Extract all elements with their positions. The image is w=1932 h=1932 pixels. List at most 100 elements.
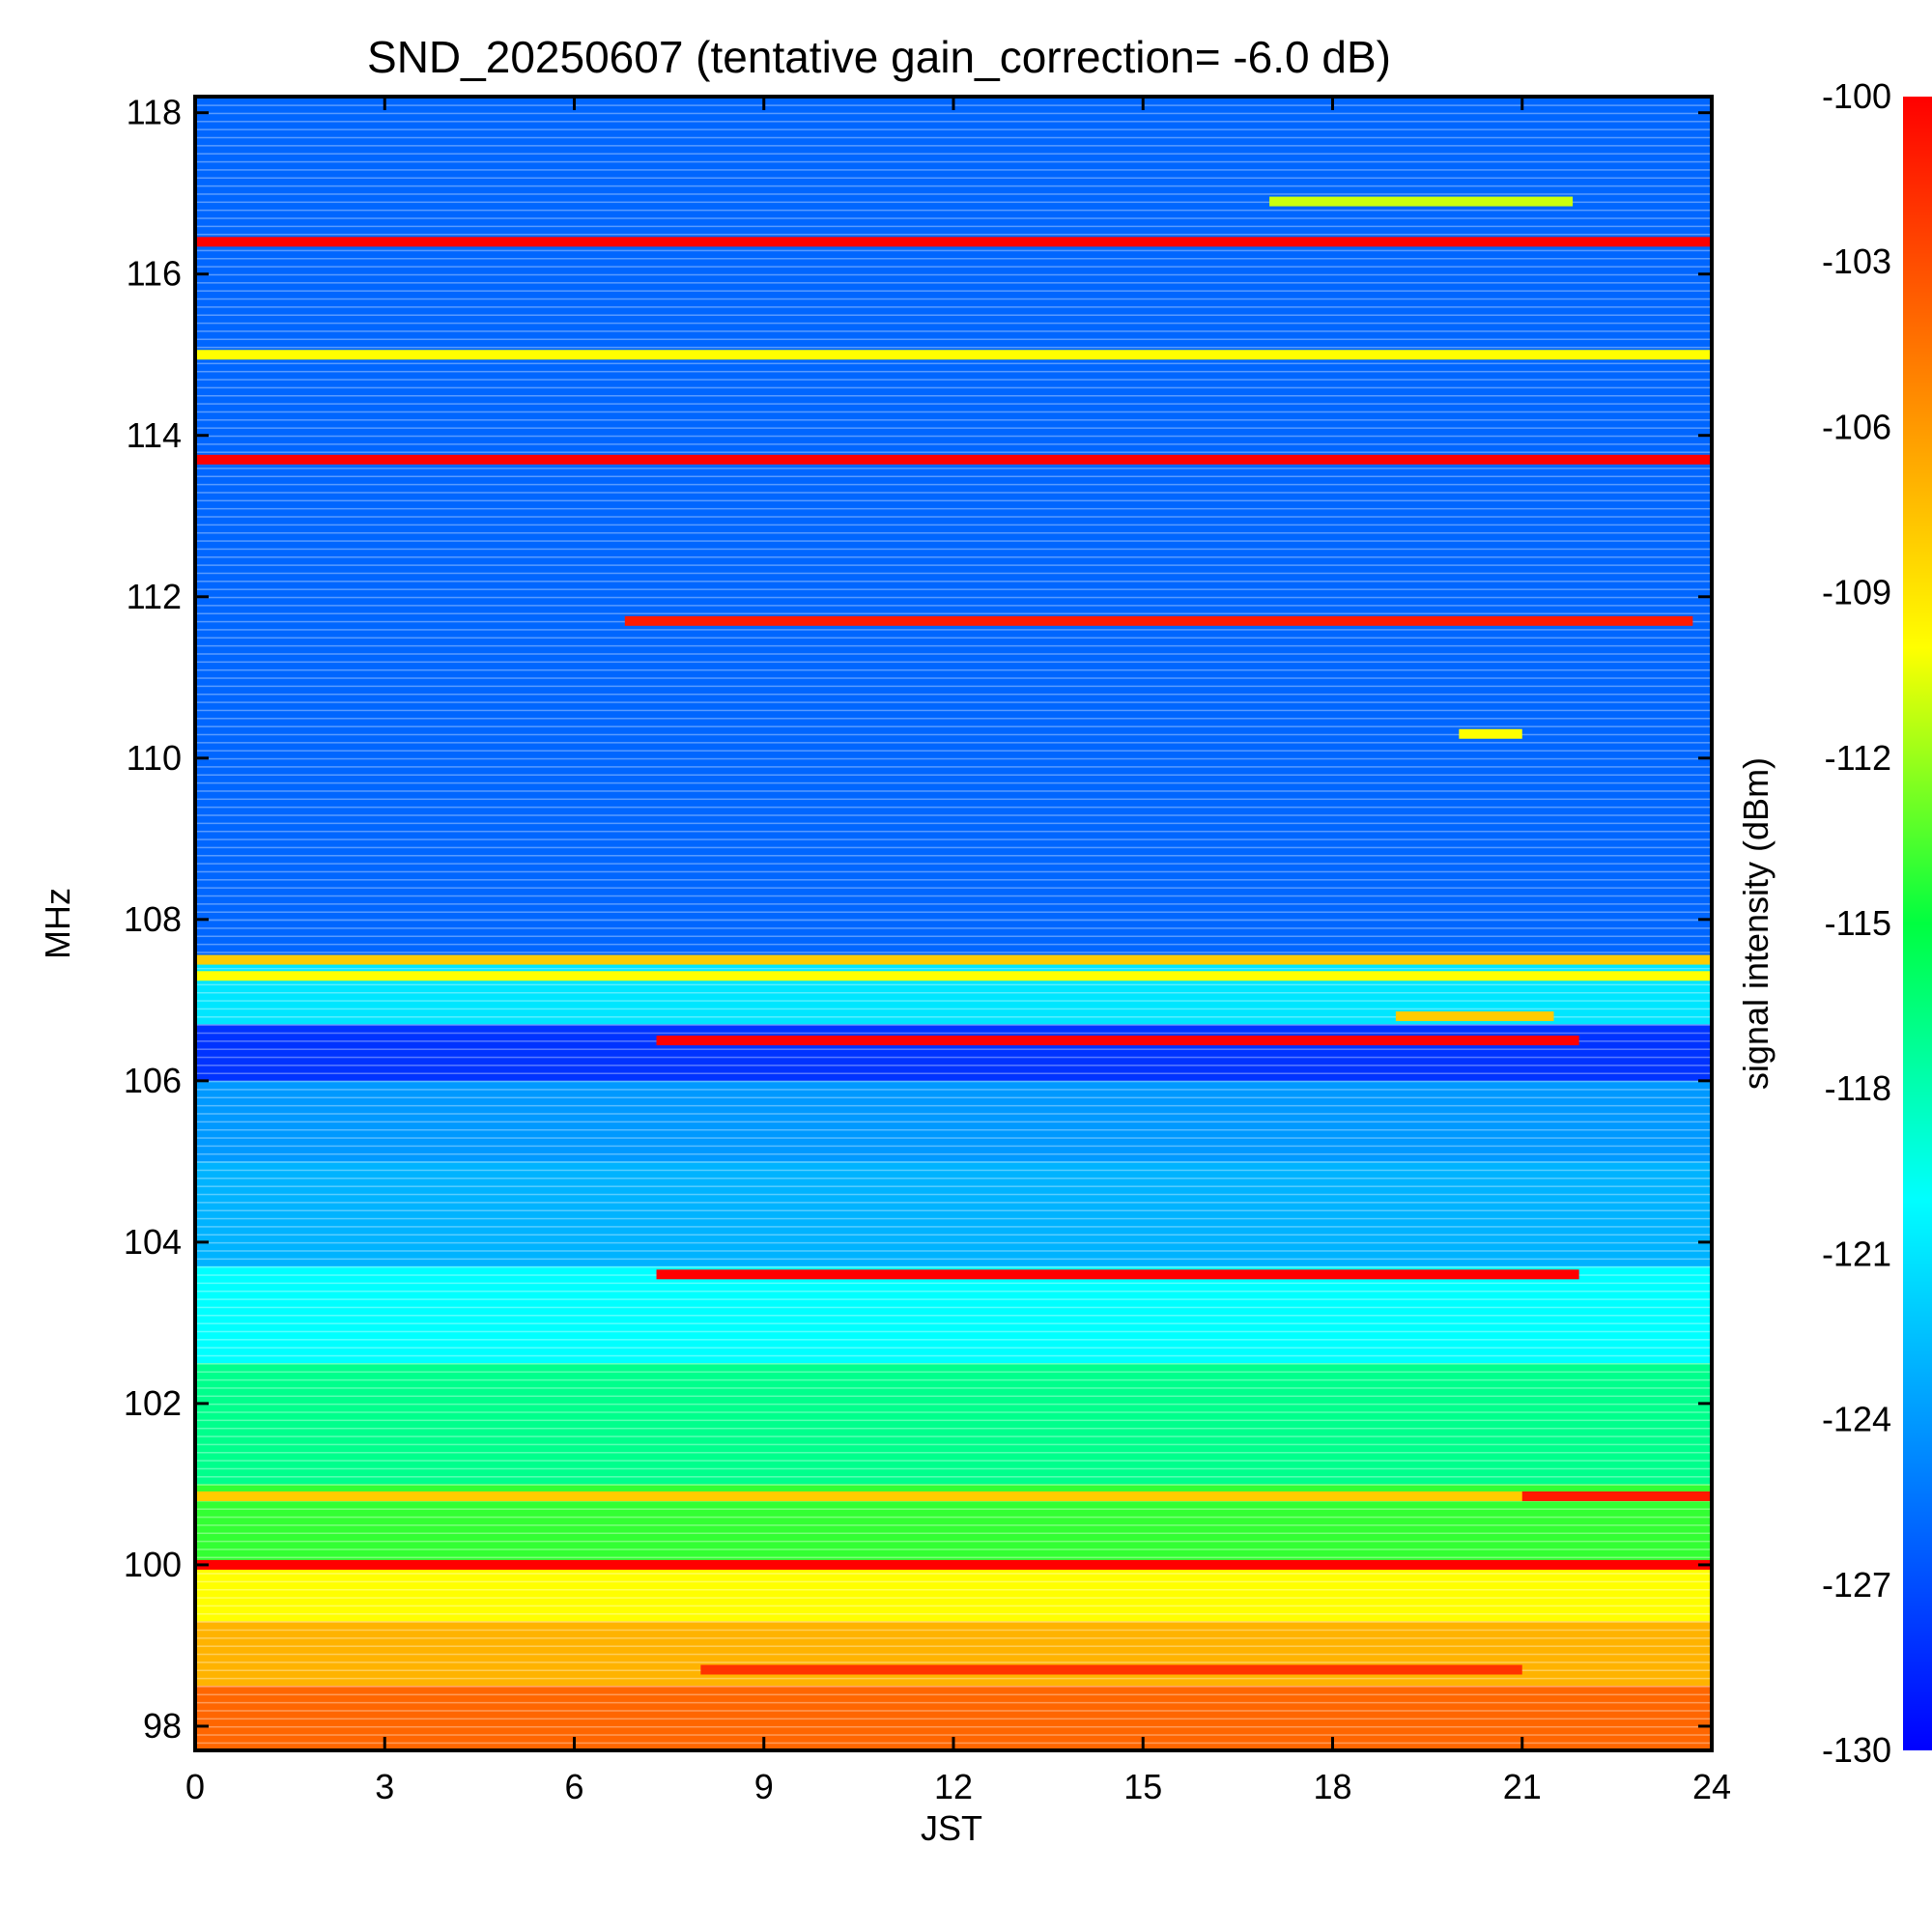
heatmap-row-line	[195, 483, 1712, 486]
heatmap-row-line	[195, 612, 1712, 614]
heatmap-row-line	[195, 1209, 1712, 1211]
heatmap-row-line	[195, 1734, 1712, 1736]
heatmap-row-line	[195, 1484, 1712, 1486]
heatmap-row-line	[195, 112, 1712, 115]
x-tick-label: 15	[1123, 1767, 1162, 1806]
heatmap-row-line	[195, 838, 1712, 840]
heatmap-row-line	[195, 709, 1712, 712]
heatmap-band	[195, 1024, 1712, 1081]
heatmap-area	[195, 97, 1712, 1750]
heatmap-row-line	[195, 814, 1712, 816]
heatmap-row-line	[195, 1718, 1712, 1720]
signal-band	[656, 1269, 1579, 1280]
heatmap-row-line	[195, 1378, 1712, 1381]
heatmap-row-line	[195, 322, 1712, 325]
heatmap-row-line	[195, 1573, 1712, 1575]
heatmap-row-line	[195, 685, 1712, 688]
x-axis: 0 3 6 9 12 15 18 21 24	[185, 97, 1731, 1806]
signal-band	[1521, 1491, 1712, 1501]
heatmap-row-line	[195, 362, 1712, 365]
y-tick-label: 98	[143, 1706, 182, 1746]
heatmap-row-line	[195, 282, 1712, 284]
heatmap-row-line	[195, 1354, 1712, 1357]
heatmap-row-line	[195, 790, 1712, 792]
heatmap-row-line	[195, 1476, 1712, 1478]
heatmap-row-line	[195, 128, 1712, 130]
y-tick-label: 100	[124, 1545, 182, 1584]
y-tick-label: 118	[127, 93, 182, 132]
heatmap-row-line	[195, 927, 1712, 929]
heatmap-row-line	[195, 1234, 1712, 1236]
signal-band	[195, 350, 1712, 360]
heatmap-row-line	[195, 935, 1712, 938]
heatmap-row-line	[195, 507, 1712, 510]
signal-band	[700, 1664, 1522, 1675]
heatmap-row-line	[195, 887, 1712, 889]
heatmap-row-line	[195, 1452, 1712, 1454]
heatmap-band	[195, 97, 1712, 920]
heatmap-row-line	[195, 863, 1712, 865]
heatmap-row-line	[195, 306, 1712, 308]
heatmap-row-line	[195, 1524, 1712, 1526]
heatmap-row-line	[195, 903, 1712, 905]
heatmap-row-line	[195, 895, 1712, 897]
x-tick-label: 9	[754, 1767, 774, 1806]
heatmap-row-line	[195, 1072, 1712, 1074]
heatmap-row-line	[195, 742, 1712, 744]
heatmap-row-line	[195, 475, 1712, 478]
heatmap-row-line	[195, 581, 1712, 582]
colorbar-tick-label: -127	[1822, 1565, 1891, 1605]
heatmap-row-line	[195, 588, 1712, 590]
heatmap-row-line	[195, 564, 1712, 566]
heatmap-row-line	[195, 1419, 1712, 1422]
x-tick-label: 21	[1503, 1767, 1542, 1806]
heatmap-row-line	[195, 1725, 1712, 1728]
heatmap-row-line	[195, 1089, 1712, 1091]
heatmap-row-line	[195, 1298, 1712, 1300]
heatmap-row-line	[195, 499, 1712, 502]
heatmap-row-line	[195, 846, 1712, 849]
heatmap-row-line	[195, 258, 1712, 260]
heatmap-row-line	[195, 661, 1712, 664]
x-tick-label: 12	[934, 1767, 973, 1806]
heatmap-row-line	[195, 952, 1712, 953]
heatmap-row-line	[195, 1710, 1712, 1712]
heatmap-row-line	[195, 1645, 1712, 1647]
heatmap-row-line	[195, 330, 1712, 332]
heatmap-row-line	[195, 1048, 1712, 1050]
heatmap-row-line	[195, 855, 1712, 857]
heatmap-row-line	[195, 806, 1712, 809]
heatmap-row-line	[195, 386, 1712, 389]
heatmap-row-line	[195, 1226, 1712, 1228]
x-axis-label: JST	[921, 1808, 982, 1848]
chart-title: SND_20250607 (tentative gain_correction=…	[367, 32, 1391, 82]
heatmap-row-line	[195, 830, 1712, 833]
heatmap-row-line	[195, 1540, 1712, 1543]
heatmap-row-line	[195, 1024, 1712, 1026]
heatmap-row-line	[195, 781, 1712, 784]
signal-band	[195, 237, 1712, 247]
heatmap-row-line	[195, 766, 1712, 768]
heatmap-row-line	[195, 1322, 1712, 1324]
heatmap-row-line	[195, 177, 1712, 180]
heatmap-row-line	[195, 1403, 1712, 1406]
heatmap-row-line	[195, 1080, 1712, 1083]
signal-band	[195, 1491, 1712, 1501]
heatmap-row-line	[195, 1427, 1712, 1430]
heatmap-row-line	[195, 983, 1712, 986]
heatmap-row-line	[195, 1411, 1712, 1413]
heatmap-row-line	[195, 879, 1712, 881]
heatmap-row-line	[195, 1363, 1712, 1365]
heatmap-row-line	[195, 1137, 1712, 1139]
heatmap-row-line	[195, 249, 1712, 252]
heatmap-row-line	[195, 201, 1712, 204]
colorbar-tick-label: -115	[1825, 903, 1891, 943]
heatmap-row-line	[195, 1467, 1712, 1470]
heatmap-row-line	[195, 370, 1712, 373]
heatmap-row-line	[195, 1548, 1712, 1550]
signal-band	[624, 615, 1693, 626]
heatmap-row-line	[195, 1202, 1712, 1204]
heatmap-row-line	[195, 266, 1712, 268]
heatmap-row-line	[195, 1185, 1712, 1187]
heatmap-row-line	[195, 991, 1712, 994]
